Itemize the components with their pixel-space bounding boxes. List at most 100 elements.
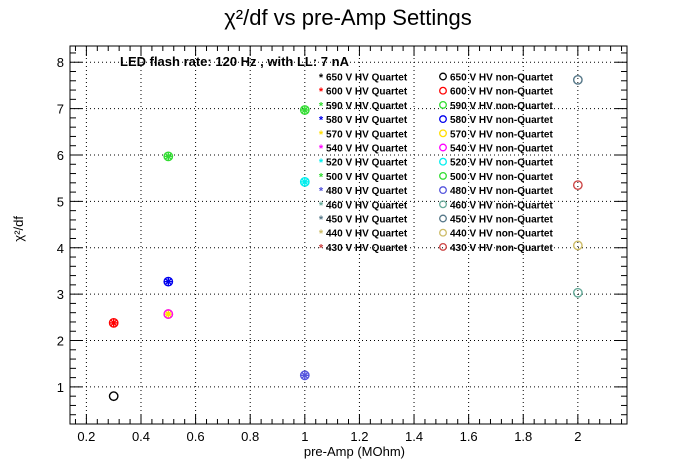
legend-circle-marker (439, 242, 447, 251)
legend-label: 600 V HV Quartet (326, 87, 408, 98)
legend-star-marker: * (319, 86, 324, 98)
circle-point (163, 309, 174, 319)
legend-circle-marker (439, 100, 447, 109)
legend-entry: 650 V HV non-Quartet (439, 72, 553, 84)
circle-point (572, 74, 583, 85)
star-point (163, 309, 173, 319)
legend-label: 570 V HV non-Quartet (450, 129, 553, 140)
legend-star-marker: * (319, 242, 324, 254)
legend-star-marker: * (319, 214, 324, 226)
legend: * 650 V HV Quartet* 600 V HV Quartet* 590 V… (319, 72, 554, 254)
legend-star-marker: * (319, 186, 324, 198)
star-point (300, 105, 310, 115)
legend-label: 650 V HV Quartet (326, 73, 408, 84)
star-point (300, 177, 310, 187)
y-tick-label: 2 (57, 334, 64, 349)
circle-point (163, 276, 174, 287)
legend-star-marker: * (319, 157, 324, 169)
legend-star-marker: * (319, 228, 324, 240)
legend-label: 500 V HV non-Quartet (450, 172, 553, 183)
legend-star-marker: * (319, 143, 324, 155)
y-tick-label: 5 (57, 194, 64, 209)
legend-entry: * 450 V HV Quartet (319, 214, 408, 226)
legend-label: 460 V HV non-Quartet (450, 200, 553, 211)
legend-star-marker: * (319, 171, 324, 183)
legend-star-marker: * (319, 72, 324, 84)
legend-label: 440 V HV non-Quartet (450, 229, 553, 240)
y-tick-label: 1 (57, 380, 64, 395)
legend-label: 500 V HV Quartet (326, 172, 408, 183)
circle-point (572, 287, 583, 298)
star-point (163, 277, 173, 287)
circle-point (108, 391, 119, 402)
x-tick-label: 1 (301, 429, 308, 444)
x-axis-label: pre-Amp (MOhm) (304, 444, 405, 459)
legend-entry: 580 V HV non-Quartet (439, 115, 553, 126)
legend-label: 480 V HV non-Quartet (450, 186, 553, 197)
circle-point (163, 151, 174, 162)
legend-label: 600 V HV non-Quartet (450, 87, 553, 98)
legend-circle-marker (439, 171, 447, 180)
circle-point (572, 180, 583, 191)
legend-circle-marker (439, 186, 447, 195)
x-tick-label: 2 (574, 429, 581, 444)
legend-entry: 520 V HV non-Quartet (439, 157, 553, 169)
legend-label: 580 V HV Quartet (326, 115, 408, 126)
legend-entry: * 480 V HV Quartet (319, 186, 408, 198)
grid (70, 46, 627, 424)
legend-label: 440 V HV Quartet (326, 229, 408, 240)
x-tick-label: 1.4 (405, 429, 423, 444)
legend-entry: * 650 V HV Quartet (319, 72, 408, 84)
x-tick-label: 0.2 (77, 429, 95, 444)
legend-entry: 500 V HV non-Quartet (439, 171, 553, 183)
legend-star-marker: * (319, 129, 324, 141)
axis-ticks: 0.2 0.4 0.6 0.8 1 1.2 1.4 1.6 1.8 2 1 2 3 4 5 6 7 8 (57, 46, 627, 444)
legend-label: 520 V HV Quartet (326, 158, 408, 169)
legend-label: 450 V HV Quartet (326, 215, 408, 226)
legend-circle-marker (439, 115, 447, 124)
legend-label: 450 V HV non-Quartet (450, 215, 553, 226)
legend-entry: * 460 V HV Quartet (319, 200, 408, 212)
legend-circle-marker (439, 129, 447, 138)
y-tick-label: 4 (57, 241, 64, 256)
legend-entry: * 440 V HV Quartet (319, 228, 408, 240)
legend-circle-marker (439, 86, 447, 95)
legend-label: 540 V HV Quartet (326, 144, 408, 155)
legend-entry: * 430 V HV Quartet (319, 242, 408, 254)
data-points (108, 74, 583, 402)
legend-circle-marker (439, 214, 447, 223)
legend-entry: 430 V HV non-Quartet (439, 242, 553, 254)
x-tick-label: 0.6 (187, 429, 205, 444)
legend-star-marker: * (319, 115, 324, 127)
legend-entry: 590 V HV non-Quartet (439, 100, 553, 112)
legend-entry: * 520 V HV Quartet (319, 157, 408, 169)
legend-entry: 450 V HV non-Quartet (439, 214, 553, 226)
legend-circle-marker (439, 157, 447, 166)
y-tick-label: 7 (57, 102, 64, 117)
legend-circle-marker (439, 200, 447, 209)
legend-entry: * 580 V HV Quartet (319, 115, 408, 127)
legend-circle-marker (439, 228, 447, 237)
legend-circle-marker (439, 72, 447, 81)
circle-point (299, 370, 310, 381)
legend-entry: 570 V HV non-Quartet (439, 129, 553, 140)
legend-label: 540 V HV non-Quartet (450, 144, 553, 155)
x-tick-label: 1.2 (350, 429, 368, 444)
legend-label: 460 V HV Quartet (326, 200, 408, 211)
legend-label: 430 V HV Quartet (326, 243, 408, 254)
circle-point (299, 176, 310, 187)
x-tick-label: 1.6 (460, 429, 478, 444)
x-tick-label: 1.8 (514, 429, 532, 444)
legend-entry: 440 V HV non-Quartet (439, 228, 553, 240)
star-point (300, 370, 310, 380)
y-axis-label: χ²/df (11, 216, 26, 242)
legend-entry: 540 V HV non-Quartet (439, 144, 553, 155)
chart-title: χ²/df vs pre-Amp Settings (224, 5, 472, 30)
legend-entry: * 590 V HV Quartet (319, 100, 408, 112)
star-point (163, 151, 173, 161)
y-tick-label: 8 (57, 55, 64, 70)
legend-label: 650 V HV non-Quartet (450, 73, 553, 84)
legend-star-marker: * (319, 200, 324, 212)
legend-entry: * 540 V HV Quartet (319, 143, 408, 155)
